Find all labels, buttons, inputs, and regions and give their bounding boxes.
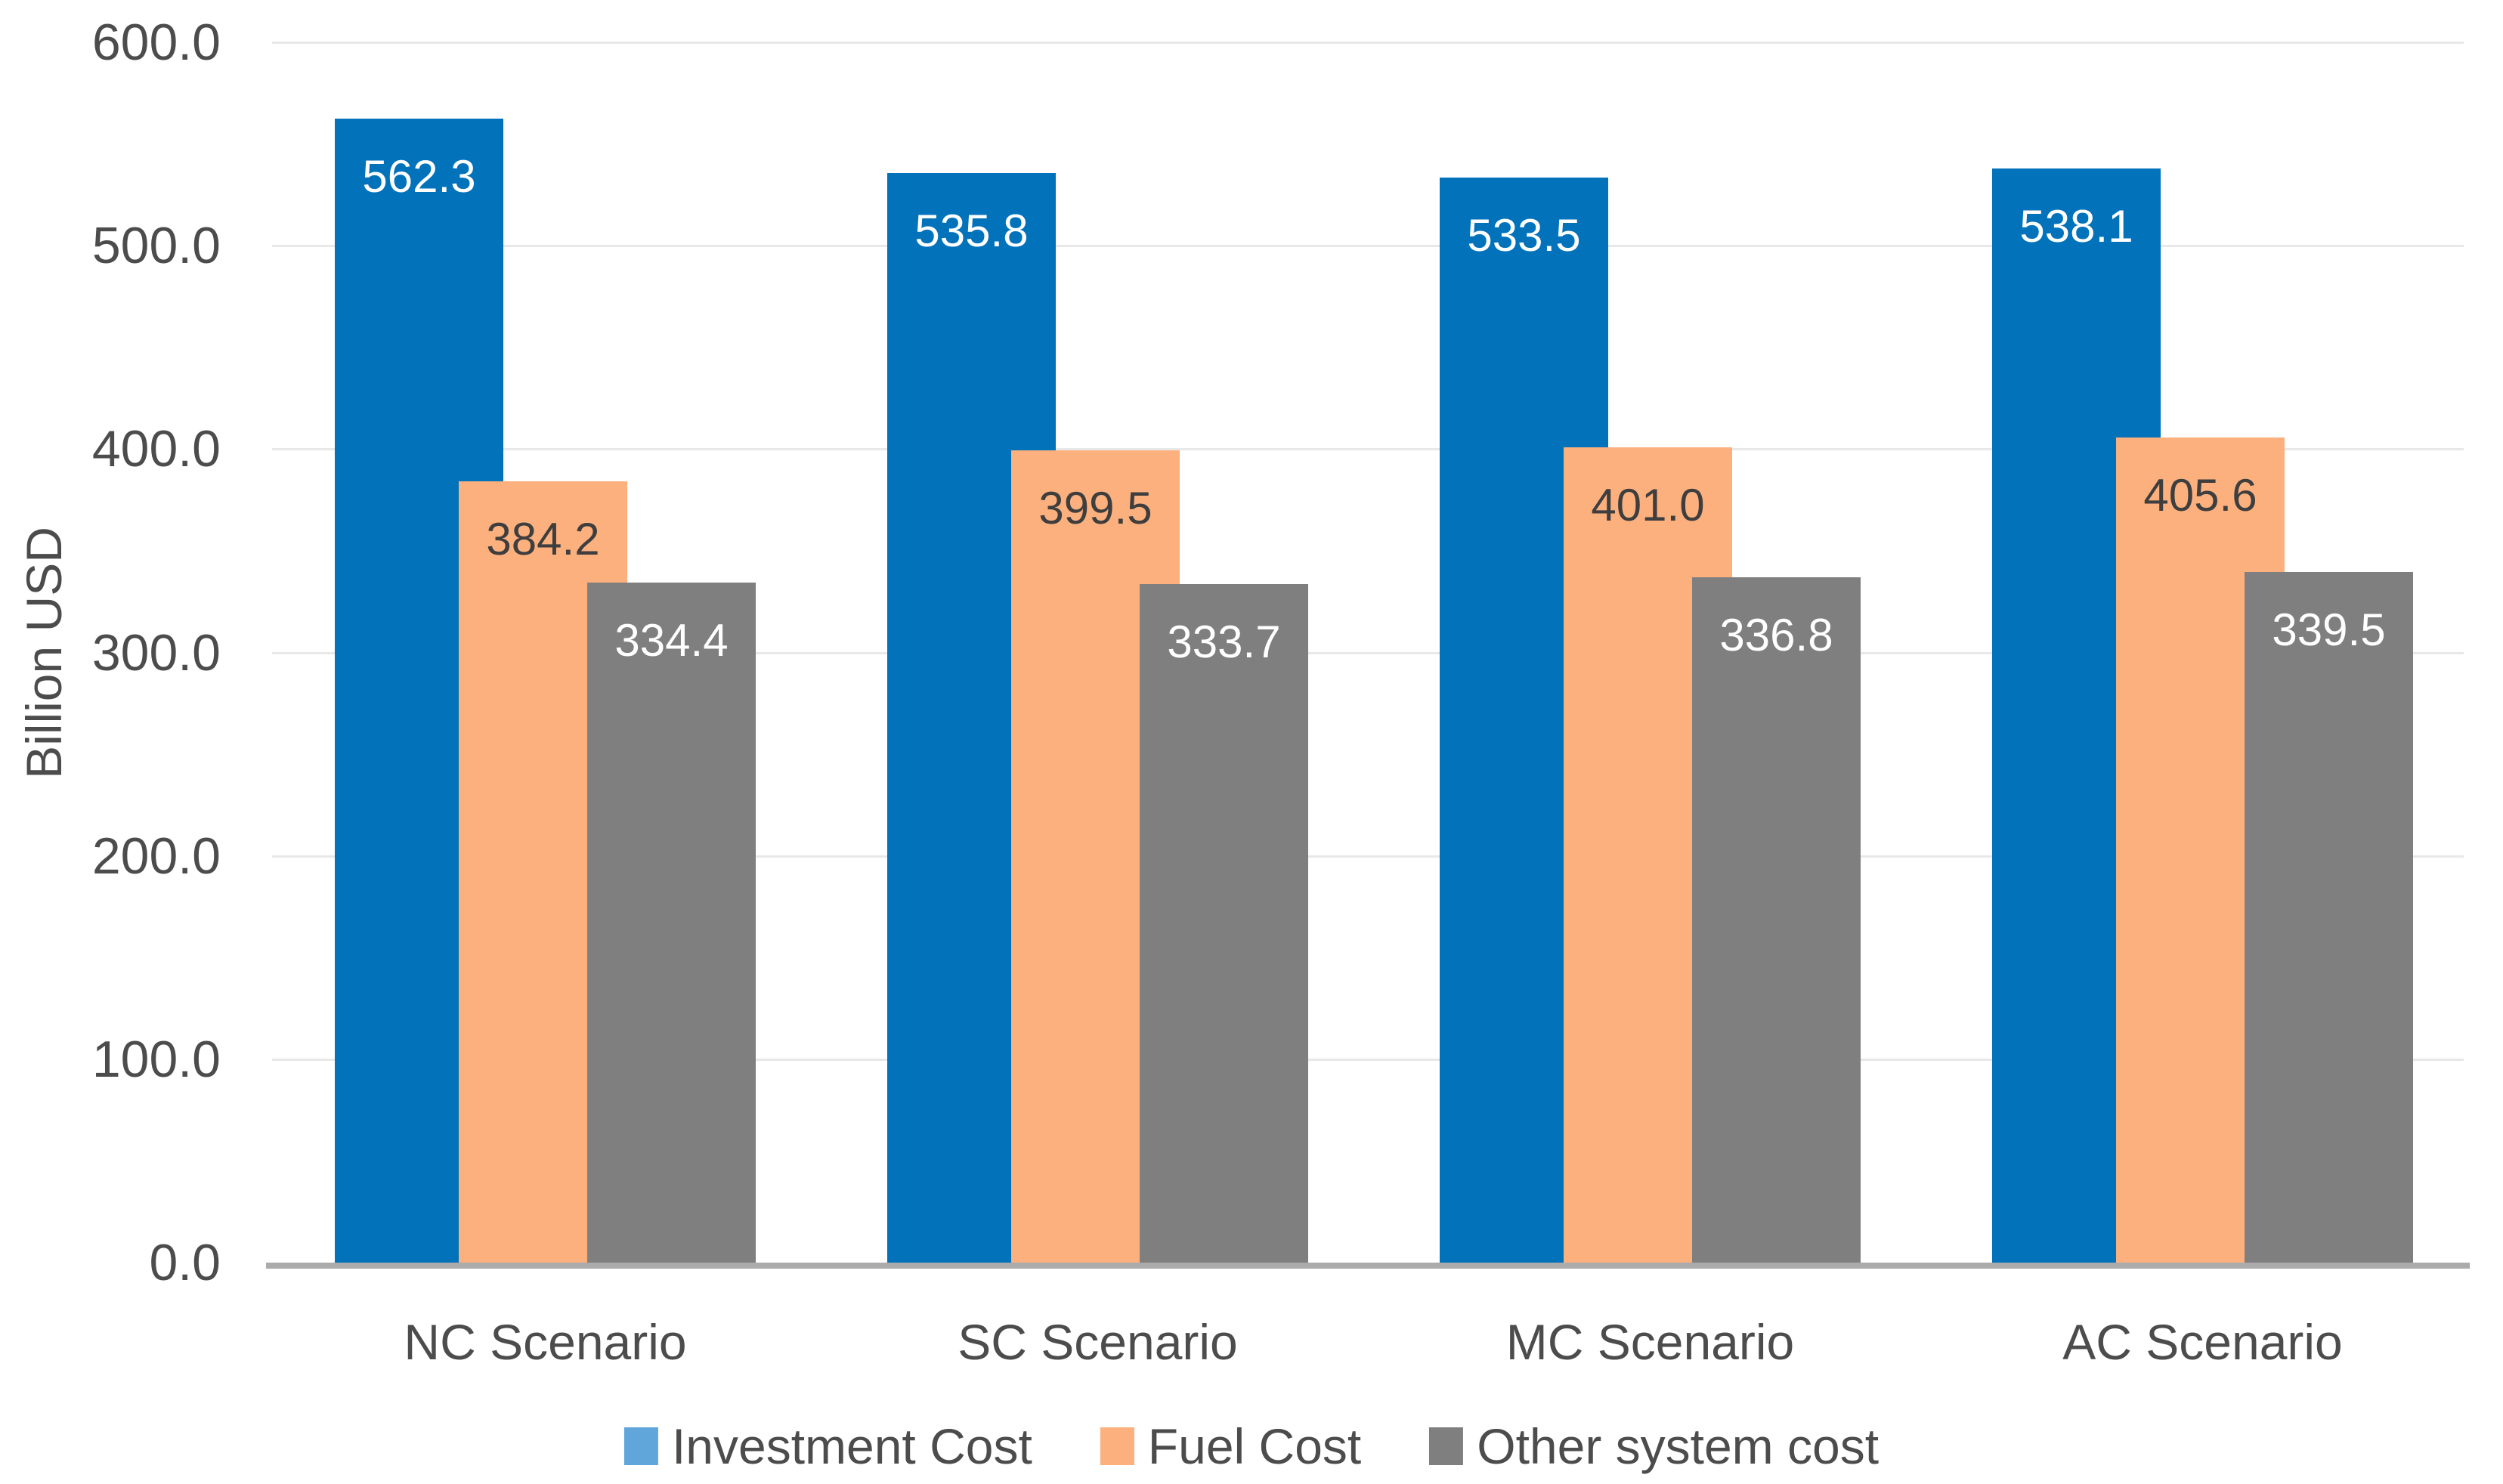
bar-value-label-other-system-cost-mc-scenario: 336.8	[1719, 610, 1833, 661]
bar-value-label-fuel-cost-ac-scenario: 405.6	[2143, 470, 2257, 521]
y-tick-label-0: 0.0	[149, 1234, 221, 1291]
gridline-500	[272, 245, 2464, 248]
bar-value-label-investment-cost-sc-scenario: 535.8	[914, 205, 1029, 256]
gridline-600	[272, 42, 2464, 44]
gridline-200	[272, 855, 2464, 858]
gridline-300	[272, 651, 2464, 654]
legend-label-other-system-cost: Other system cost	[1477, 1418, 1880, 1474]
bar-other-system-cost-nc-scenario	[587, 582, 756, 1263]
legend-label-fuel-cost: Fuel Cost	[1147, 1418, 1362, 1474]
bar-value-label-fuel-cost-mc-scenario: 401.0	[1591, 479, 1705, 530]
bar-other-system-cost-sc-scenario	[1140, 583, 1308, 1263]
y-tick-label-100: 100.0	[91, 1030, 221, 1088]
bar-value-label-investment-cost-ac-scenario: 538.1	[2019, 200, 2133, 252]
legend-item-investment-cost: Investment Cost	[623, 1418, 1032, 1475]
bar-value-label-other-system-cost-ac-scenario: 339.5	[2272, 604, 2386, 656]
legend-item-fuel-cost: Fuel Cost	[1100, 1418, 1361, 1475]
bar-value-label-other-system-cost-nc-scenario: 334.4	[614, 614, 729, 666]
legend-marker-investment-cost	[623, 1427, 658, 1465]
legend: Investment Cost Fuel Cost Other system cos…	[623, 1418, 1879, 1475]
bar-value-label-other-system-cost-sc-scenario: 333.7	[1167, 616, 1281, 667]
legend-label-investment-cost: Investment Cost	[671, 1418, 1032, 1474]
gridline-100	[272, 1058, 2464, 1061]
x-axis-label-ac-scenario: AC Scenario	[2062, 1314, 2343, 1370]
x-axis-label-sc-scenario: SC Scenario	[958, 1314, 1238, 1370]
bar-value-label-investment-cost-nc-scenario: 562.3	[362, 151, 476, 203]
bar-value-label-fuel-cost-sc-scenario: 399.5	[1038, 482, 1152, 533]
bar-other-system-cost-mc-scenario	[1692, 577, 1861, 1263]
y-tick-label-400: 400.0	[91, 420, 221, 478]
y-tick-label-300: 300.0	[91, 623, 221, 682]
x-axis-line	[266, 1263, 2470, 1269]
x-axis-label-mc-scenario: MC Scenario	[1505, 1314, 1795, 1370]
gridline-400	[272, 448, 2464, 451]
legend-marker-other-system-cost	[1429, 1427, 1464, 1465]
y-tick-label-500: 500.0	[91, 217, 221, 275]
y-tick-label-200: 200.0	[91, 827, 221, 885]
bar-value-label-investment-cost-mc-scenario: 533.5	[1467, 209, 1581, 261]
legend-item-other-system-cost: Other system cost	[1429, 1418, 1879, 1475]
bar-value-label-fuel-cost-nc-scenario: 384.2	[486, 513, 600, 564]
y-tick-label-600: 600.0	[91, 14, 221, 71]
legend-marker-fuel-cost	[1100, 1427, 1134, 1465]
x-axis-label-nc-scenario: NC Scenario	[404, 1314, 687, 1370]
bar-other-system-cost-ac-scenario	[2245, 572, 2413, 1263]
